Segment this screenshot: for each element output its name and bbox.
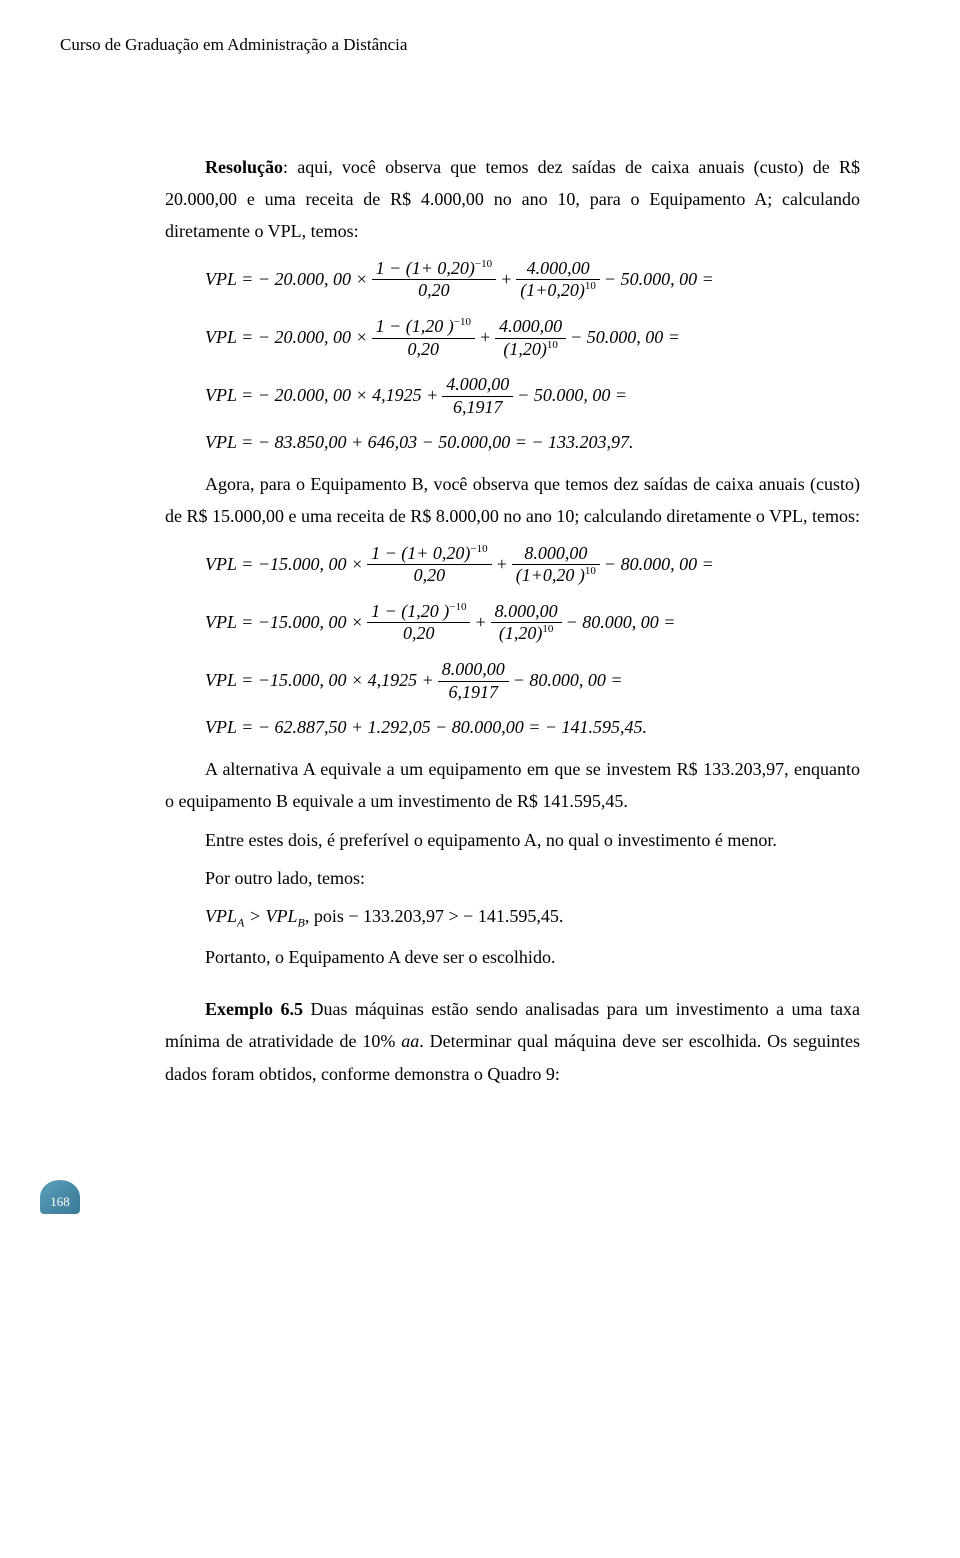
eq2-frac1-den: 0,20 [372, 339, 475, 361]
eq3-frac: 4.000,00 6,1917 [442, 374, 513, 418]
exemplo-label: Exemplo 6.5 [205, 999, 303, 1019]
beq3-prefix: VPL = −15.000, 00 × 4,1925 + [205, 670, 434, 692]
eq1-frac2-den: (1+0,20) [520, 280, 585, 300]
beq3-frac-den: 6,1917 [438, 682, 509, 704]
formula-b-eq4: VPL = − 62.887,50 + 1.292,05 − 80.000,00… [205, 717, 860, 739]
formula-a-eq4: VPL = − 83.850,00 + 646,03 − 50.000,00 =… [205, 432, 860, 454]
eq2-frac1-exp: −10 [454, 316, 471, 328]
exemplo-italic: aa [401, 1031, 419, 1051]
beq2-suffix: − 80.000, 00 = [566, 612, 676, 634]
beq1-frac1-exp: −10 [470, 543, 487, 555]
eq1-suffix: − 50.000, 00 = [604, 269, 714, 291]
eq3-prefix: VPL = − 20.000, 00 × 4,1925 + [205, 385, 438, 407]
eq1-frac2-exp: 10 [585, 280, 596, 292]
resolucao-label: Resolução [205, 157, 283, 177]
beq1-frac1-den: 0,20 [367, 565, 492, 587]
vpl-gt: > VPL [244, 906, 297, 926]
eq2-frac1-num: 1 − (1,20 ) [376, 316, 454, 336]
eq2-frac2: 4.000,00 (1,20)10 [495, 316, 566, 360]
course-header: Curso de Graduação em Administração a Di… [60, 30, 860, 61]
eq1-frac1-den: 0,20 [372, 280, 497, 302]
formula-b-eq3: VPL = −15.000, 00 × 4,1925 + 8.000,00 6,… [205, 659, 860, 703]
beq2-frac2-exp: 10 [542, 623, 553, 635]
beq1-frac1: 1 − (1+ 0,20)−10 0,20 [367, 543, 492, 587]
beq1-frac1-num: 1 − (1+ 0,20) [371, 543, 470, 563]
eq2-frac2-den: (1,20) [503, 339, 547, 359]
beq1-suffix: − 80.000, 00 = [604, 554, 714, 576]
eq1-frac2: 4.000,00 (1+0,20)10 [516, 258, 600, 302]
eq1-plus: + [500, 269, 512, 291]
formula-a-eq1: VPL = − 20.000, 00 × 1 − (1+ 0,20)−10 0,… [205, 258, 860, 302]
eq3-frac-den: 6,1917 [442, 397, 513, 419]
beq2-frac2-den: (1,20) [499, 623, 543, 643]
conclusion-p4: VPLA > VPLB, pois − 133.203,97 > − 141.5… [205, 900, 860, 934]
intro-paragraph: Resolução: aqui, você observa que temos … [165, 151, 860, 248]
mid-paragraph: Agora, para o Equipamento B, você observ… [165, 468, 860, 533]
eq2-plus: + [479, 327, 491, 349]
eq3-suffix: − 50.000, 00 = [517, 385, 627, 407]
eq2-frac1: 1 − (1,20 )−10 0,20 [372, 316, 475, 360]
beq2-frac1-num: 1 − (1,20 ) [371, 601, 449, 621]
beq2-prefix: VPL = −15.000, 00 × [205, 612, 363, 634]
vpl-a-label: VPL [205, 906, 237, 926]
beq3-frac: 8.000,00 6,1917 [438, 659, 509, 703]
conclusion-p3: Por outro lado, temos: [165, 862, 860, 894]
eq1-frac2-num: 4.000,00 [516, 258, 600, 281]
main-content: Resolução: aqui, você observa que temos … [60, 151, 860, 1091]
eq1-frac1-exp: −10 [475, 258, 492, 270]
page-number-container: 168 [40, 1180, 860, 1216]
beq2-frac2: 8.000,00 (1,20)10 [491, 601, 562, 645]
conclusion-p1: A alternativa A equivale a um equipament… [165, 753, 860, 818]
formula-a-eq3: VPL = − 20.000, 00 × 4,1925 + 4.000,00 6… [205, 374, 860, 418]
eq2-frac2-num: 4.000,00 [495, 316, 566, 339]
eq2-prefix: VPL = − 20.000, 00 × [205, 327, 368, 349]
beq2-frac1-exp: −10 [449, 601, 466, 613]
beq1-frac2-exp: 10 [585, 565, 596, 577]
beq2-frac1-den: 0,20 [367, 623, 470, 645]
formula-b-eq1: VPL = −15.000, 00 × 1 − (1+ 0,20)−10 0,2… [205, 543, 860, 587]
beq3-suffix: − 80.000, 00 = [513, 670, 623, 692]
beq2-plus: + [474, 612, 486, 634]
beq3-frac-num: 8.000,00 [438, 659, 509, 682]
page-number: 168 [40, 1180, 80, 1214]
vpl-rest: , pois − 133.203,97 > − 141.595,45. [305, 906, 563, 926]
beq2-frac1: 1 − (1,20 )−10 0,20 [367, 601, 470, 645]
beq1-plus: + [496, 554, 508, 576]
eq1-frac1-num: 1 − (1+ 0,20) [376, 258, 475, 278]
eq2-frac2-exp: 10 [547, 339, 558, 351]
exemplo-paragraph: Exemplo 6.5 Duas máquinas estão sendo an… [165, 993, 860, 1090]
eq1-prefix: VPL = − 20.000, 00 × [205, 269, 368, 291]
formula-b-eq2: VPL = −15.000, 00 × 1 − (1,20 )−10 0,20 … [205, 601, 860, 645]
eq2-suffix: − 50.000, 00 = [570, 327, 680, 349]
formula-a-eq2: VPL = − 20.000, 00 × 1 − (1,20 )−10 0,20… [205, 316, 860, 360]
vpl-b-sub: B [298, 916, 305, 930]
beq1-frac2-den: (1+0,20 ) [516, 565, 585, 585]
formula-block-a: VPL = − 20.000, 00 × 1 − (1+ 0,20)−10 0,… [205, 258, 860, 454]
beq2-frac2-num: 8.000,00 [491, 601, 562, 624]
beq1-prefix: VPL = −15.000, 00 × [205, 554, 363, 576]
conclusion-p2: Entre estes dois, é preferível o equipam… [165, 824, 860, 856]
formula-block-b: VPL = −15.000, 00 × 1 − (1+ 0,20)−10 0,2… [205, 543, 860, 739]
conclusion-p5: Portanto, o Equipamento A deve ser o esc… [205, 941, 860, 973]
beq1-frac2-num: 8.000,00 [512, 543, 600, 566]
beq1-frac2: 8.000,00 (1+0,20 )10 [512, 543, 600, 587]
eq1-frac1: 1 − (1+ 0,20)−10 0,20 [372, 258, 497, 302]
eq3-frac-num: 4.000,00 [442, 374, 513, 397]
